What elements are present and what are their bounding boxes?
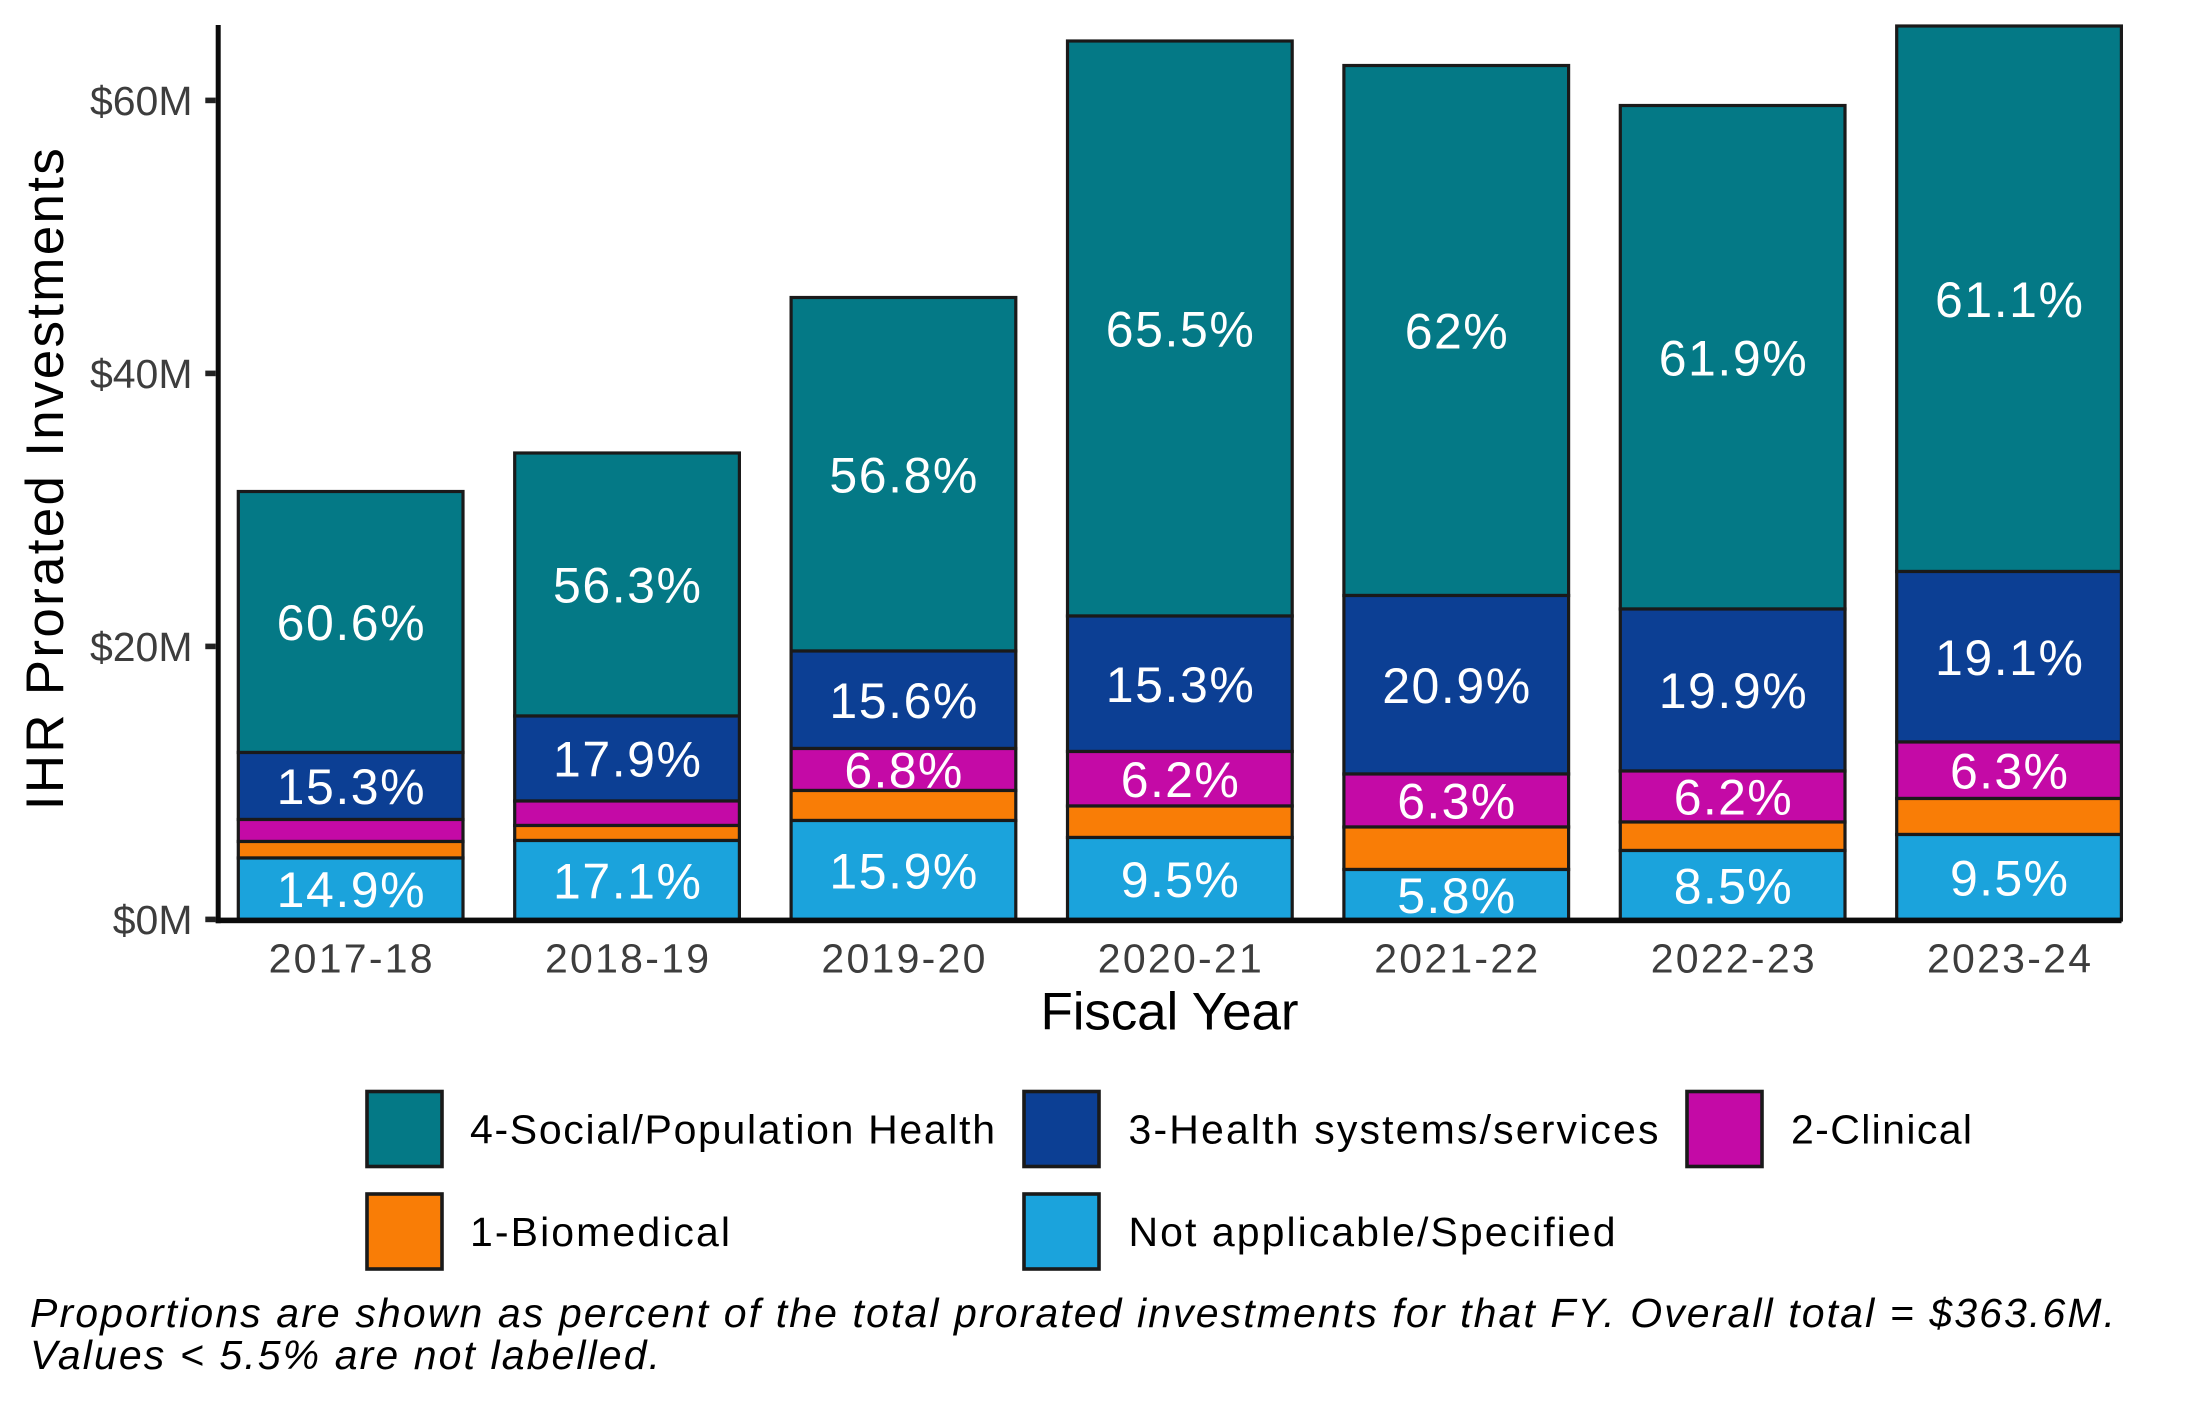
svg-text:15.3%: 15.3% [277, 759, 425, 815]
svg-text:Proportions are shown as perce: Proportions are shown as percent of the … [30, 1290, 2115, 1336]
svg-text:2019-20: 2019-20 [821, 936, 985, 982]
svg-text:2-Clinical: 2-Clinical [1791, 1107, 1972, 1153]
svg-text:$20M: $20M [90, 624, 193, 670]
svg-text:15.9%: 15.9% [829, 844, 977, 900]
svg-text:60.6%: 60.6% [277, 595, 425, 651]
svg-text:61.1%: 61.1% [1935, 272, 2083, 328]
svg-text:Values < 5.5% are not labelled: Values < 5.5% are not labelled. [30, 1332, 660, 1378]
svg-text:65.5%: 65.5% [1106, 302, 1254, 358]
svg-text:Not applicable/Specified: Not applicable/Specified [1129, 1209, 1616, 1255]
svg-text:15.6%: 15.6% [829, 673, 977, 729]
svg-text:15.3%: 15.3% [1106, 657, 1254, 713]
svg-text:20.9%: 20.9% [1382, 658, 1530, 714]
svg-text:2017-18: 2017-18 [269, 936, 433, 982]
svg-text:9.5%: 9.5% [1121, 852, 1239, 908]
svg-text:17.9%: 17.9% [553, 732, 701, 788]
svg-text:9.5%: 9.5% [1950, 851, 2068, 907]
svg-text:$40M: $40M [90, 351, 193, 397]
svg-text:5.8%: 5.8% [1397, 868, 1515, 924]
svg-text:17.1%: 17.1% [553, 854, 701, 910]
svg-text:$60M: $60M [90, 78, 193, 124]
svg-text:6.2%: 6.2% [1674, 770, 1792, 826]
svg-text:56.8%: 56.8% [829, 447, 977, 503]
svg-text:6.2%: 6.2% [1121, 752, 1239, 808]
svg-text:IHR Prorated Investments: IHR Prorated Investments [16, 148, 75, 810]
svg-text:56.3%: 56.3% [553, 558, 701, 614]
svg-text:2023-24: 2023-24 [1927, 936, 2091, 982]
svg-text:19.9%: 19.9% [1659, 663, 1807, 719]
svg-text:$0M: $0M [113, 897, 193, 943]
svg-text:2022-23: 2022-23 [1651, 936, 1815, 982]
svg-text:2020-21: 2020-21 [1098, 936, 1262, 982]
svg-text:2021-22: 2021-22 [1374, 936, 1538, 982]
svg-text:14.9%: 14.9% [277, 862, 425, 918]
svg-text:2018-19: 2018-19 [545, 936, 709, 982]
svg-text:4-Social/Population Health: 4-Social/Population Health [470, 1107, 995, 1153]
svg-text:1-Biomedical: 1-Biomedical [470, 1209, 730, 1255]
svg-text:61.9%: 61.9% [1659, 330, 1807, 386]
svg-text:Fiscal Year: Fiscal Year [1041, 982, 1299, 1041]
svg-text:6.8%: 6.8% [844, 743, 962, 799]
svg-text:3-Health systems/services: 3-Health systems/services [1129, 1107, 1659, 1153]
svg-text:62%: 62% [1405, 304, 1508, 360]
svg-text:6.3%: 6.3% [1397, 774, 1515, 830]
svg-text:6.3%: 6.3% [1950, 744, 2068, 800]
svg-text:19.1%: 19.1% [1935, 630, 2083, 686]
svg-text:8.5%: 8.5% [1674, 859, 1792, 915]
